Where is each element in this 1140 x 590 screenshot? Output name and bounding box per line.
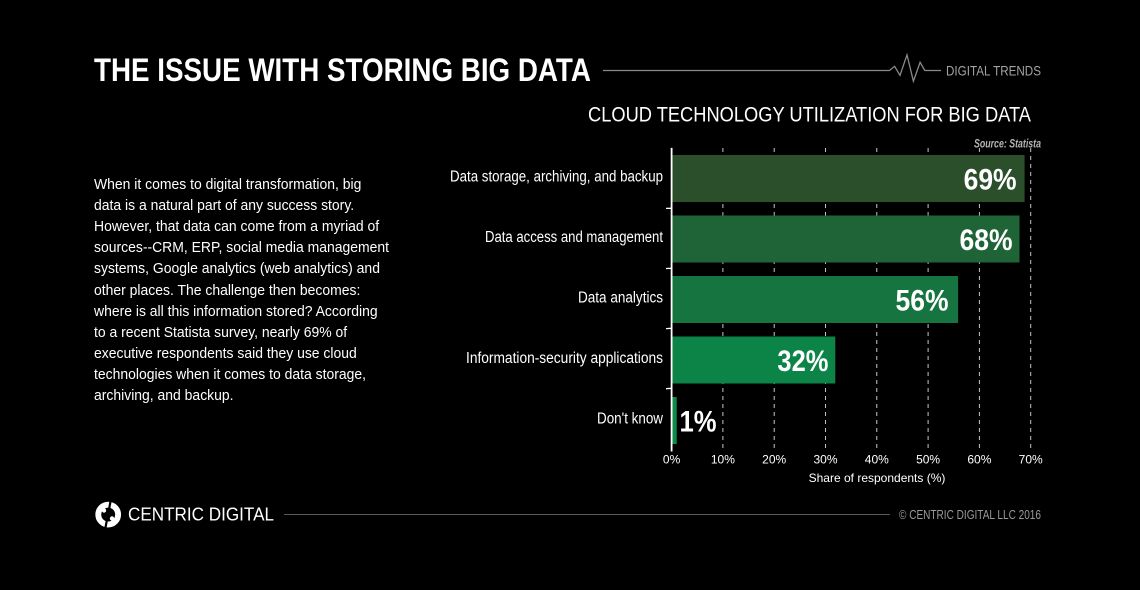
svg-text:Don't know: Don't know: [597, 411, 664, 428]
svg-text:69%: 69%: [964, 163, 1017, 196]
svg-text:30%: 30%: [813, 453, 837, 467]
svg-text:1%: 1%: [680, 405, 717, 438]
svg-text:© CENTRIC DIGITAL LLC 2016: © CENTRIC DIGITAL LLC 2016: [899, 507, 1041, 522]
svg-text:60%: 60%: [967, 453, 991, 467]
svg-text:20%: 20%: [762, 453, 786, 467]
svg-text:70%: 70%: [1019, 453, 1043, 467]
svg-text:56%: 56%: [896, 284, 949, 317]
svg-text:50%: 50%: [916, 453, 940, 467]
svg-text:Source: Statista: Source: Statista: [974, 137, 1041, 151]
svg-text:32%: 32%: [777, 345, 828, 378]
svg-text:10%: 10%: [711, 453, 735, 467]
svg-text:Information-security applicati: Information-security applications: [466, 350, 663, 367]
svg-text:Data storage, archiving, and b: Data storage, archiving, and backup: [450, 169, 663, 186]
svg-text:Data analytics: Data analytics: [578, 290, 663, 307]
svg-text:Share of respondents (%): Share of respondents (%): [809, 471, 946, 485]
svg-text:40%: 40%: [865, 453, 889, 467]
svg-text:DIGITAL TRENDS: DIGITAL TRENDS: [946, 63, 1041, 79]
svg-text:0%: 0%: [663, 453, 681, 467]
svg-text:Data access and management: Data access and management: [485, 229, 664, 246]
svg-text:CLOUD TECHNOLOGY UTILIZATION F: CLOUD TECHNOLOGY UTILIZATION FOR BIG DAT…: [588, 103, 1032, 127]
svg-text:CENTRIC DIGITAL: CENTRIC DIGITAL: [128, 505, 274, 525]
svg-text:68%: 68%: [960, 224, 1013, 257]
